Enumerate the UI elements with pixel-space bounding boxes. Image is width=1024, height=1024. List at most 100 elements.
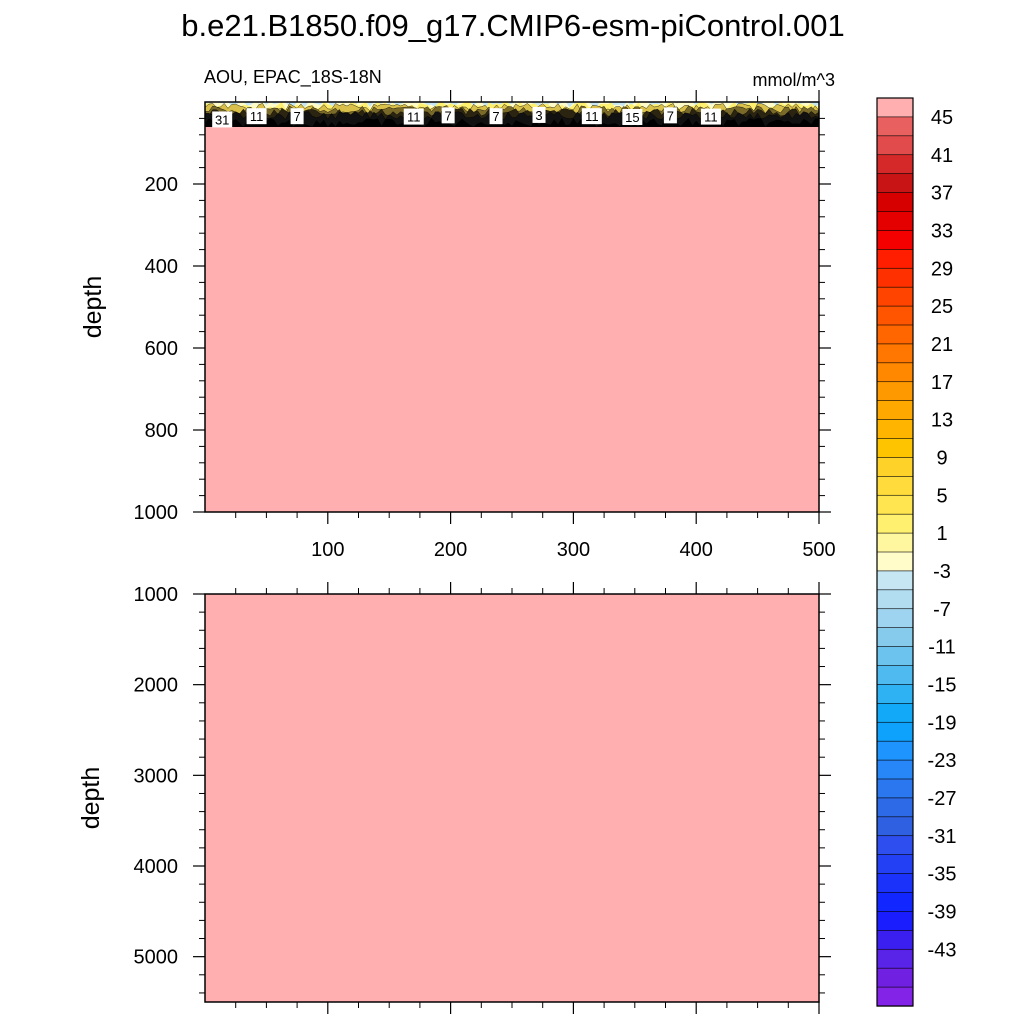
colorbar-swatch xyxy=(876,192,914,213)
colorbar-swatch xyxy=(876,230,914,250)
chart-title: b.e21.B1850.f09_g17.CMIP6-esm-piControl.… xyxy=(181,8,844,43)
colorbar-swatch xyxy=(876,589,914,610)
colorbar-label: 1 xyxy=(936,523,947,545)
colorbar-swatch xyxy=(876,911,914,931)
colorbar-swatch xyxy=(876,286,914,307)
contour-label: 11 xyxy=(581,108,602,125)
contour-label-box xyxy=(532,106,546,123)
colorbar-label: 21 xyxy=(931,334,953,356)
y-tick-label: 800 xyxy=(145,420,178,442)
colorbar-swatch xyxy=(876,740,914,761)
upper-y-axis-label: depth xyxy=(79,276,107,339)
x-tick-label: 300 xyxy=(557,539,590,561)
colorbar-swatch xyxy=(876,873,914,894)
colorbar-swatch xyxy=(876,305,914,326)
lower-depth-panel: 1000 2000 3000 4000 5000 depth xyxy=(77,582,831,1014)
colorbar-label: 17 xyxy=(931,372,953,394)
colorbar-swatch xyxy=(876,116,914,137)
contour-label-text: 7 xyxy=(445,108,452,123)
colorbar-label: 9 xyxy=(936,447,947,469)
colorbar-label: 33 xyxy=(931,220,953,242)
upper-panel-ticks: 100 200 300 400 500 200 400 600 800 1000 xyxy=(134,90,836,561)
chart-subtitle-left: AOU, EPAC_18S-18N xyxy=(204,67,382,88)
colorbar-label: -7 xyxy=(933,599,951,621)
contour-label: 11 xyxy=(246,108,267,125)
contour-labels: 31 11 7 11 7 7 3 11 15 7 11 xyxy=(212,106,721,128)
contour-label-box xyxy=(622,108,643,125)
x-tick-label: 200 xyxy=(434,539,467,561)
colorbar-label: -31 xyxy=(928,826,957,848)
colorbar-swatch xyxy=(876,532,914,553)
colorbar-swatch xyxy=(876,154,914,175)
contour-label-text: 3 xyxy=(535,108,542,123)
lower-y-axis-label: depth xyxy=(77,767,105,830)
y-tick-label: 2000 xyxy=(134,675,179,697)
contour-label: 7 xyxy=(489,108,503,125)
contour-label-text: 31 xyxy=(215,112,229,127)
contour-label: 11 xyxy=(403,108,424,125)
colorbar-swatch xyxy=(876,948,914,969)
colorbar-swatch xyxy=(876,343,914,364)
contour-label-text: 11 xyxy=(585,109,599,124)
colorbar-swatch xyxy=(876,476,914,496)
x-tick-label: 500 xyxy=(802,539,835,561)
colorbar-swatch xyxy=(876,97,914,118)
colorbar-swatch xyxy=(876,608,914,629)
colorbar-label: -43 xyxy=(928,939,957,961)
contour-label: 11 xyxy=(700,108,721,125)
contour-label-box xyxy=(441,107,455,124)
contour-label-text: 11 xyxy=(704,110,718,125)
lower-panel-field xyxy=(205,594,819,1002)
contour-label-box xyxy=(581,108,602,125)
colorbar-swatch xyxy=(876,438,914,459)
y-tick-label: 1000 xyxy=(134,502,179,524)
colorbar-frame xyxy=(876,97,914,1007)
colorbar-swatch xyxy=(876,759,914,780)
colorbar-swatch xyxy=(876,419,914,440)
colorbar-swatch xyxy=(876,362,914,383)
upper-depth-panel: 31 11 7 11 7 7 3 11 15 7 11 100 200 300 400 500 200 400 6… xyxy=(79,90,836,561)
contour-label-box xyxy=(700,108,721,125)
contour-label-box xyxy=(663,107,677,124)
colorbar-swatch xyxy=(876,135,914,156)
colorbar-swatch xyxy=(876,627,914,648)
contour-label-text: 7 xyxy=(293,109,300,124)
colorbar-label: 45 xyxy=(931,107,953,129)
colorbar-label: 29 xyxy=(931,258,953,280)
x-tick-label: 100 xyxy=(311,539,344,561)
colorbar-label: 41 xyxy=(931,145,953,167)
contour-label-box xyxy=(489,108,503,125)
contour-label-text: 7 xyxy=(492,109,499,124)
colorbar-swatch xyxy=(876,930,914,950)
colorbar-swatch xyxy=(876,816,914,837)
colorbar-swatch xyxy=(876,967,914,988)
colorbar-swatch xyxy=(876,324,914,345)
contour-label: 7 xyxy=(441,107,455,124)
colorbar-label: -15 xyxy=(928,674,957,696)
y-tick-label: 600 xyxy=(145,338,178,360)
colorbar-label: 13 xyxy=(931,410,953,432)
colorbar-swatch xyxy=(876,797,914,818)
colorbar-swatch xyxy=(876,381,914,402)
colorbar-label: 37 xyxy=(931,183,953,205)
colorbar-swatch xyxy=(876,986,914,1007)
upper-panel-field xyxy=(205,102,819,512)
contour-label-text: 11 xyxy=(407,110,421,125)
contour-label-box xyxy=(290,108,304,125)
colorbar-label: -11 xyxy=(928,637,955,659)
contour-label: 7 xyxy=(290,108,304,125)
colorbar-swatch xyxy=(876,892,914,913)
contour-label: 31 xyxy=(212,111,233,128)
colorbar-swatch xyxy=(876,513,914,534)
colorbar-swatch xyxy=(876,854,914,875)
y-tick-label: 5000 xyxy=(134,947,179,969)
y-tick-label: 3000 xyxy=(134,765,179,787)
colorbar-swatch xyxy=(876,778,914,799)
chart-subtitle-right: mmol/m^3 xyxy=(753,70,835,90)
colorbar-label: -35 xyxy=(928,864,957,886)
x-tick-label: 400 xyxy=(680,539,713,561)
colorbar-label: 25 xyxy=(931,296,953,318)
contour-label-box xyxy=(403,108,424,125)
colorbar-swatch xyxy=(876,400,914,421)
